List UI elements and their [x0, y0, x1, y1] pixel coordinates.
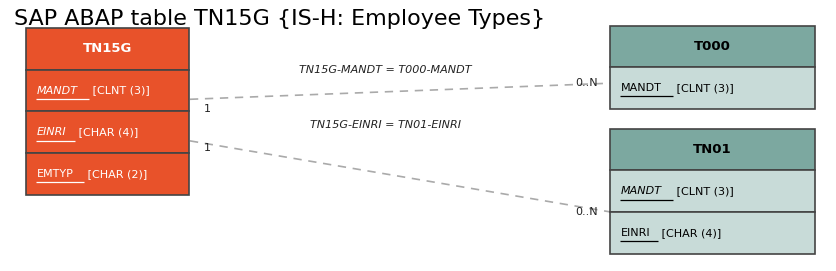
- Text: MANDT: MANDT: [619, 186, 660, 196]
- Text: [CLNT (3)]: [CLNT (3)]: [89, 86, 150, 96]
- Text: SAP ABAP table TN15G {IS-H: Employee Types}: SAP ABAP table TN15G {IS-H: Employee Typ…: [14, 9, 544, 30]
- Text: TN01: TN01: [692, 143, 731, 156]
- Text: EINRI: EINRI: [37, 127, 66, 137]
- Text: EINRI: EINRI: [619, 228, 650, 238]
- Text: T000: T000: [693, 40, 730, 53]
- Bar: [609, 170, 813, 212]
- Text: EMTYP: EMTYP: [37, 169, 74, 179]
- Text: [CHAR (4)]: [CHAR (4)]: [658, 228, 721, 238]
- Bar: [27, 28, 189, 70]
- Text: 0..N: 0..N: [574, 207, 597, 217]
- Text: 0..N: 0..N: [574, 78, 597, 88]
- Text: [CHAR (4)]: [CHAR (4)]: [74, 127, 138, 137]
- Text: TN15G-MANDT = T000-MANDT: TN15G-MANDT = T000-MANDT: [298, 65, 471, 75]
- Text: [CLNT (3)]: [CLNT (3)]: [672, 186, 733, 196]
- Text: [CLNT (3)]: [CLNT (3)]: [672, 83, 733, 93]
- Bar: [27, 153, 189, 195]
- Bar: [609, 67, 813, 109]
- Text: MANDT: MANDT: [37, 86, 78, 96]
- Text: 1: 1: [204, 104, 211, 114]
- Bar: [27, 70, 189, 111]
- Bar: [609, 212, 813, 253]
- Text: TN15G: TN15G: [83, 43, 132, 56]
- Bar: [609, 25, 813, 67]
- Text: [CHAR (2)]: [CHAR (2)]: [84, 169, 147, 179]
- Text: MANDT: MANDT: [619, 83, 660, 93]
- Text: 1: 1: [204, 143, 211, 153]
- Bar: [27, 111, 189, 153]
- Text: TN15G-EINRI = TN01-EINRI: TN15G-EINRI = TN01-EINRI: [309, 120, 460, 130]
- Bar: [609, 129, 813, 170]
